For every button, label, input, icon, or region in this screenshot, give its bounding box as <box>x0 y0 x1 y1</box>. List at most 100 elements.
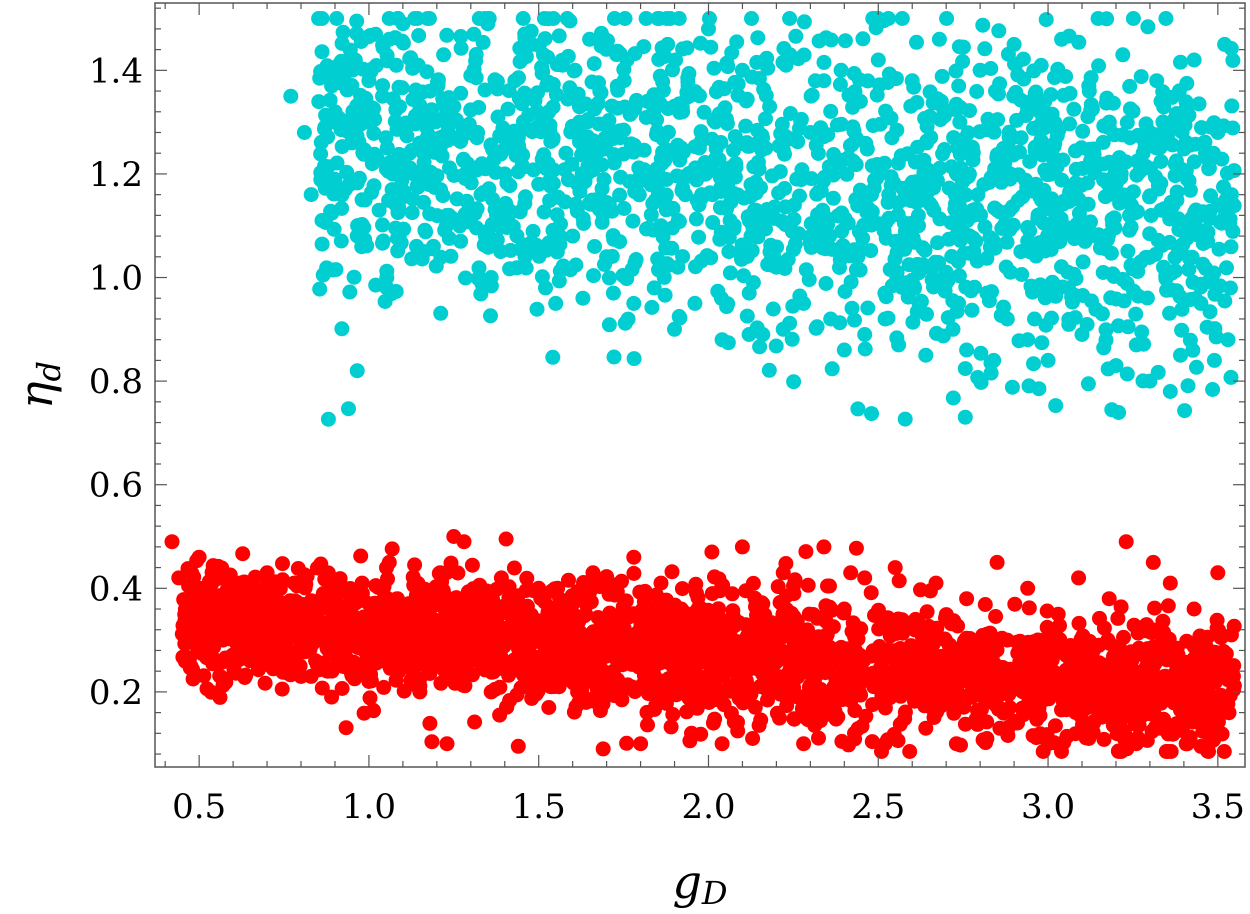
data-point <box>986 352 1002 368</box>
data-point <box>339 164 355 180</box>
data-point <box>809 319 825 335</box>
data-point <box>783 131 799 147</box>
data-point <box>594 214 610 230</box>
data-point <box>1009 112 1025 128</box>
data-point <box>1197 134 1213 150</box>
data-point <box>903 193 919 209</box>
data-point <box>699 248 715 264</box>
data-point <box>823 311 839 327</box>
data-point <box>656 673 672 689</box>
data-point <box>626 351 642 367</box>
data-point <box>617 11 633 26</box>
data-point <box>405 57 421 73</box>
data-point <box>392 658 407 674</box>
data-point <box>871 679 887 695</box>
data-point <box>965 207 981 223</box>
data-point <box>1119 366 1135 382</box>
data-point <box>653 575 669 591</box>
data-point <box>867 648 883 664</box>
data-point <box>642 600 658 616</box>
data-point <box>751 717 767 733</box>
data-point <box>752 679 768 694</box>
data-point <box>376 679 392 695</box>
data-point <box>724 619 740 635</box>
data-point <box>937 631 953 647</box>
data-point <box>499 137 515 153</box>
data-point <box>358 114 373 130</box>
data-point <box>1219 165 1235 181</box>
data-point <box>1210 565 1226 581</box>
data-point <box>475 34 491 50</box>
data-point <box>1088 228 1104 244</box>
data-point <box>1155 641 1171 657</box>
data-point <box>1125 184 1141 200</box>
data-point <box>1007 596 1023 612</box>
data-point <box>820 692 836 708</box>
data-point <box>1023 704 1039 720</box>
data-point <box>211 588 226 604</box>
data-point <box>658 592 674 608</box>
data-point <box>1128 306 1144 322</box>
data-point <box>865 11 881 26</box>
data-point <box>751 643 767 659</box>
data-point <box>712 231 728 247</box>
data-point <box>786 711 802 727</box>
data-point <box>948 736 964 752</box>
data-point <box>738 617 754 633</box>
data-point <box>605 663 621 679</box>
data-point <box>517 196 533 211</box>
data-point <box>1058 69 1074 84</box>
data-point <box>456 621 472 637</box>
data-point <box>334 321 350 337</box>
data-point <box>281 643 297 659</box>
data-point <box>780 688 796 704</box>
data-point <box>593 614 609 630</box>
data-point <box>925 95 941 111</box>
data-point <box>643 632 659 648</box>
data-point <box>1096 172 1111 188</box>
data-point <box>516 607 532 623</box>
data-point <box>463 648 479 664</box>
data-point <box>986 124 1002 140</box>
data-point <box>585 565 601 581</box>
data-point <box>762 644 778 659</box>
data-point <box>772 595 788 610</box>
data-point <box>1081 731 1097 746</box>
data-point <box>911 295 927 311</box>
data-point <box>388 284 404 299</box>
data-point <box>934 68 950 84</box>
data-point <box>796 295 812 311</box>
data-point <box>420 129 435 145</box>
data-point <box>493 244 509 260</box>
data-point <box>422 611 438 627</box>
data-point <box>1223 187 1239 203</box>
data-point <box>1073 708 1089 724</box>
data-point <box>786 197 802 213</box>
y-axis-label-main: η <box>9 381 63 409</box>
data-point <box>586 268 601 284</box>
data-point <box>422 715 438 731</box>
data-point <box>1091 674 1107 690</box>
data-point <box>395 35 411 51</box>
data-point <box>881 210 897 226</box>
data-point <box>836 342 852 358</box>
data-point <box>1001 165 1017 181</box>
data-point <box>1062 116 1077 132</box>
data-point <box>1095 134 1111 150</box>
data-point <box>846 66 862 81</box>
data-point <box>760 692 775 708</box>
data-point <box>649 123 665 139</box>
data-point <box>607 587 623 603</box>
data-point <box>847 725 862 741</box>
data-point <box>354 192 370 208</box>
data-point <box>598 684 614 700</box>
data-point <box>344 135 360 151</box>
data-point <box>1083 153 1098 169</box>
data-point <box>282 616 298 632</box>
data-point <box>1021 378 1037 394</box>
data-point <box>1023 278 1039 294</box>
data-point <box>975 17 991 33</box>
data-point <box>857 341 873 357</box>
data-point <box>378 596 394 612</box>
data-point <box>951 78 967 94</box>
